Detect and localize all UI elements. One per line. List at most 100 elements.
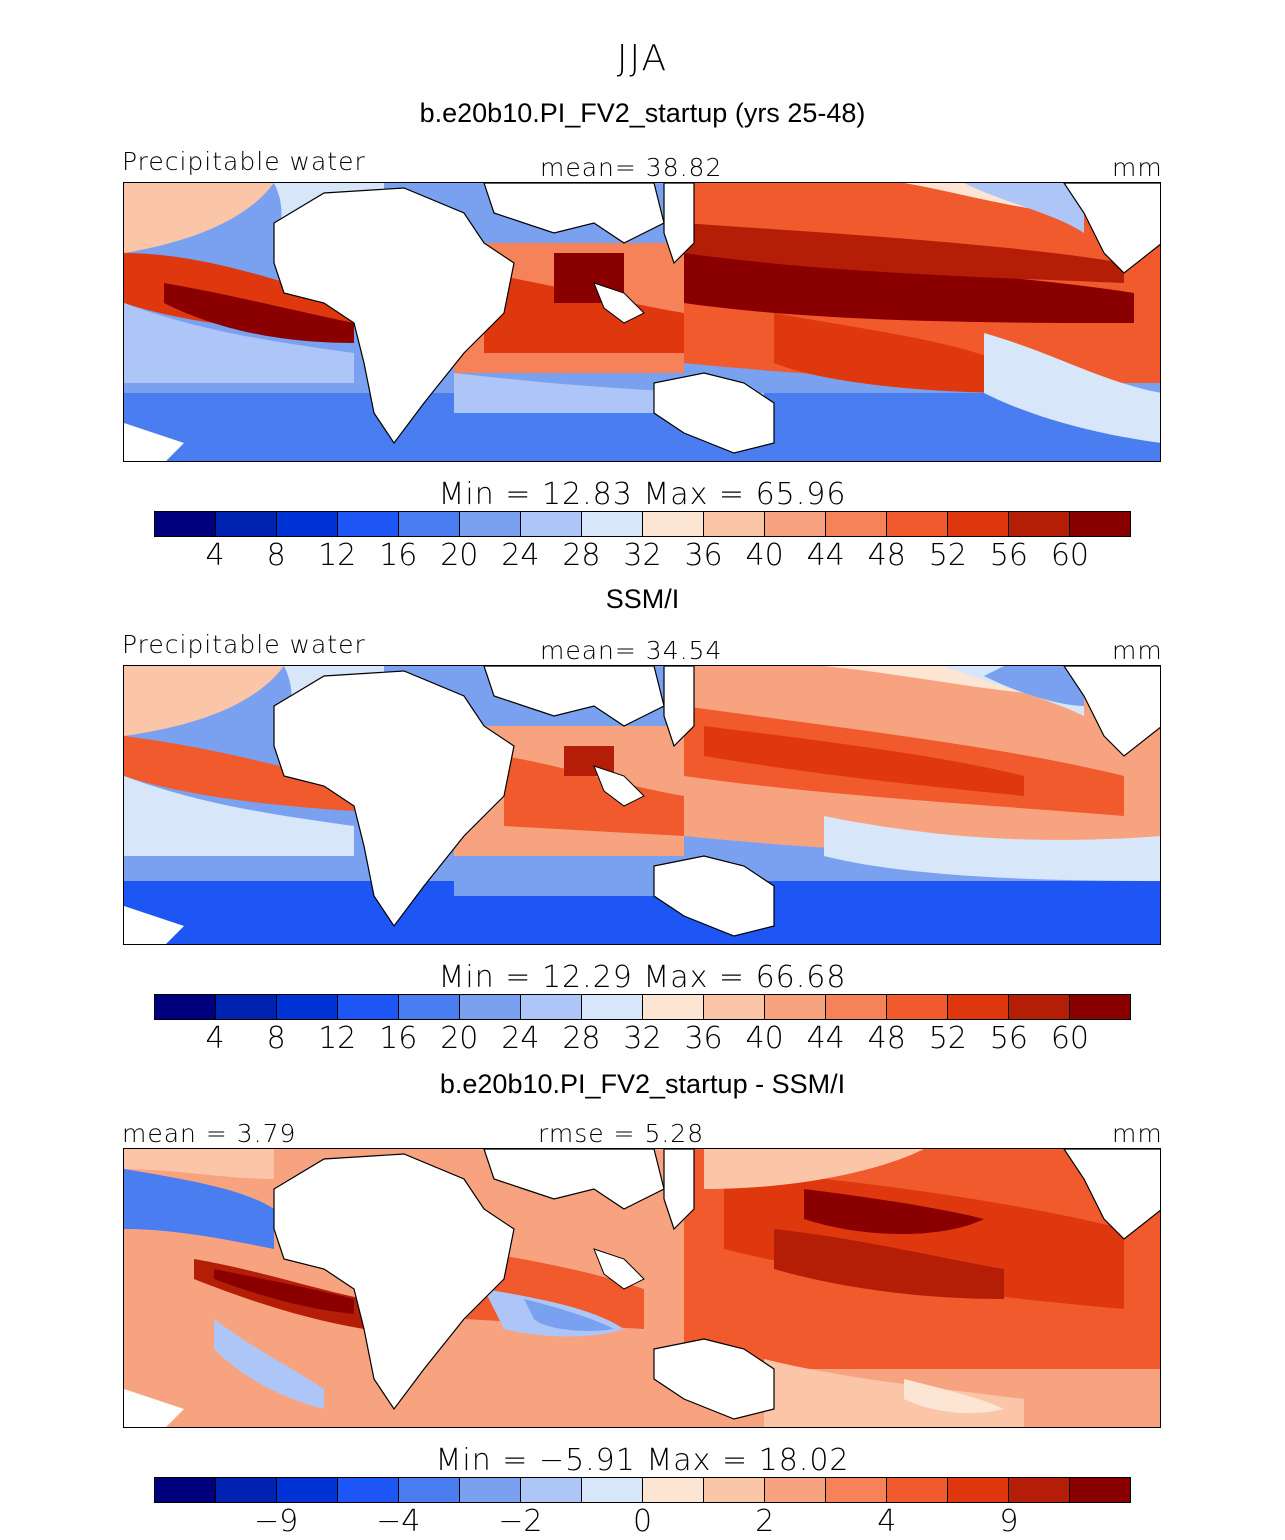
colorbar-swatch	[765, 995, 826, 1019]
colorbar-swatch	[277, 995, 338, 1019]
colorbar-swatch	[277, 512, 338, 536]
tick-label: 56	[989, 538, 1028, 573]
tick-label: 12	[318, 1021, 357, 1056]
tick-label: 8	[266, 1021, 286, 1056]
colorbar-swatch	[826, 1478, 887, 1502]
panel-3-map-field	[124, 1149, 1160, 1427]
tick-label: 4	[205, 1021, 225, 1056]
panel-2-colorbar	[154, 994, 1131, 1020]
tick-label: 40	[745, 538, 784, 573]
colorbar-swatch	[582, 995, 643, 1019]
panel-2-colorbar-ticks: 4 8 12 16 20 24 28 32 36 40 44 48 52 56 …	[154, 1021, 1131, 1056]
tick-label: 24	[501, 538, 540, 573]
colorbar-swatch	[887, 995, 948, 1019]
colorbar-swatch	[460, 995, 521, 1019]
panel-2-variable-label: Precipitable water	[122, 630, 366, 659]
colorbar-swatch	[704, 1478, 765, 1502]
panel-2-units-label: mm	[1112, 636, 1163, 665]
tick-label: 20	[440, 538, 479, 573]
tick-label: 28	[562, 538, 601, 573]
colorbar-swatch	[704, 995, 765, 1019]
tick-label: 52	[928, 538, 967, 573]
tick-label: 36	[684, 538, 723, 573]
colorbar-swatch	[216, 512, 277, 536]
colorbar-swatch	[155, 1478, 216, 1502]
tick-label: 16	[379, 538, 418, 573]
colorbar-swatch	[643, 512, 704, 536]
tick-label: −4	[376, 1504, 421, 1539]
colorbar-swatch	[643, 1478, 704, 1502]
colorbar-swatch	[155, 512, 216, 536]
panel-2-map	[123, 665, 1161, 945]
tick-label: 48	[867, 538, 906, 573]
colorbar-swatch	[155, 995, 216, 1019]
panel-1-units-label: mm	[1112, 153, 1163, 182]
tick-label: 16	[379, 1021, 418, 1056]
tick-label: 32	[623, 1021, 662, 1056]
colorbar-swatch	[704, 512, 765, 536]
colorbar-swatch	[216, 1478, 277, 1502]
panel-1-minmax: Min = 12.83 Max = 65.96	[438, 477, 847, 512]
panel-3-minmax: Min = −5.91 Max = 18.02	[435, 1443, 850, 1478]
colorbar-swatch	[948, 995, 1009, 1019]
colorbar-swatch	[1009, 995, 1070, 1019]
colorbar-swatch	[338, 512, 399, 536]
colorbar-swatch	[216, 995, 277, 1019]
tick-label: 60	[1050, 538, 1090, 573]
tick-label: 56	[989, 1021, 1028, 1056]
panel-3-rmse-label: rmse = 5.28	[538, 1119, 705, 1148]
colorbar-swatch	[1070, 1478, 1130, 1502]
colorbar-swatch	[765, 1478, 826, 1502]
tick-label: 60	[1050, 1021, 1090, 1056]
colorbar-swatch	[399, 1478, 460, 1502]
panel-2-mean-label: mean= 34.54	[540, 636, 723, 665]
tick-label: 44	[806, 1021, 845, 1056]
colorbar-swatch	[338, 1478, 399, 1502]
panel-2-map-field	[124, 666, 1160, 944]
colorbar-swatch	[1070, 995, 1130, 1019]
colorbar-swatch	[1070, 512, 1130, 536]
panel-1-colorbar-ticks: 4 8 12 16 20 24 28 32 36 40 44 48 52 56 …	[154, 538, 1131, 573]
tick-label: 44	[806, 538, 845, 573]
tick-label: 24	[501, 1021, 540, 1056]
colorbar-swatch	[887, 1478, 948, 1502]
panel-3-mean-label: mean = 3.79	[122, 1119, 297, 1148]
colorbar-swatch	[1009, 512, 1070, 536]
tick-label: 9	[999, 1504, 1019, 1539]
tick-label: 32	[623, 538, 662, 573]
colorbar-swatch	[826, 995, 887, 1019]
tick-label: 28	[562, 1021, 601, 1056]
colorbar-swatch	[338, 995, 399, 1019]
panel-3-colorbar-ticks: −9 −4 −2 0 2 4 9	[154, 1504, 1131, 1539]
colorbar-swatch	[399, 995, 460, 1019]
panel-1-variable-label: Precipitable water	[122, 147, 366, 176]
colorbar-swatch	[399, 512, 460, 536]
colorbar-swatch	[948, 1478, 1009, 1502]
colorbar-swatch	[521, 995, 582, 1019]
tick-label: 0	[632, 1504, 653, 1539]
tick-label: 8	[266, 538, 286, 573]
tick-label: 2	[755, 1504, 775, 1539]
tick-label: −9	[254, 1504, 299, 1539]
colorbar-swatch	[887, 512, 948, 536]
colorbar-swatch	[277, 1478, 338, 1502]
panel-2-title: SSM/I	[605, 584, 680, 614]
panel-3-title: b.e20b10.PI_FV2_startup - SSM/I	[439, 1069, 846, 1099]
colorbar-swatch	[521, 1478, 582, 1502]
colorbar-swatch	[948, 512, 1009, 536]
colorbar-swatch	[582, 1478, 643, 1502]
tick-label: −2	[498, 1504, 543, 1539]
colorbar-swatch	[521, 512, 582, 536]
panel-1-map	[123, 182, 1161, 462]
tick-label: 4	[205, 538, 225, 573]
colorbar-swatch	[643, 995, 704, 1019]
colorbar-swatch	[582, 512, 643, 536]
panel-3-units-label: mm	[1112, 1119, 1163, 1148]
colorbar-swatch	[1009, 1478, 1070, 1502]
panel-1-map-field	[124, 183, 1160, 461]
tick-label: 4	[877, 1504, 897, 1539]
tick-label: 52	[928, 1021, 967, 1056]
panel-3-colorbar	[154, 1477, 1131, 1503]
colorbar-swatch	[826, 512, 887, 536]
panel-3-map	[123, 1148, 1161, 1428]
